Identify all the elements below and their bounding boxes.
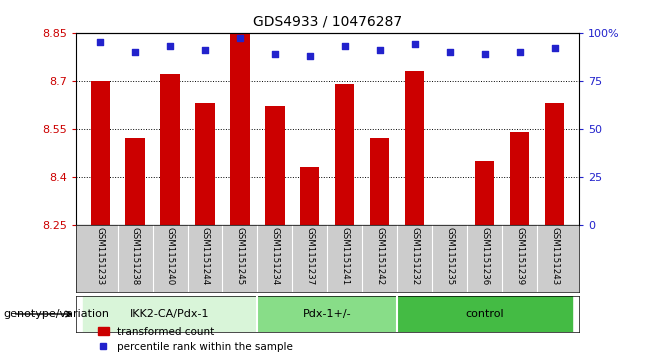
Bar	[230, 33, 249, 225]
Text: GSM1151242: GSM1151242	[375, 227, 384, 285]
Point	[480, 51, 490, 57]
Point	[130, 49, 140, 55]
Point	[340, 43, 350, 49]
Text: GSM1151232: GSM1151232	[410, 227, 419, 285]
Bar	[161, 74, 180, 225]
Bar	[195, 103, 215, 225]
Point	[235, 36, 245, 41]
Bar	[91, 81, 110, 225]
Bar	[83, 296, 257, 332]
Text: GSM1151237: GSM1151237	[305, 227, 315, 285]
Text: Pdx-1+/-: Pdx-1+/-	[303, 309, 351, 319]
Bar	[257, 296, 397, 332]
Bar	[300, 167, 320, 225]
Point	[305, 53, 315, 59]
Text: GSM1151239: GSM1151239	[515, 227, 524, 285]
Legend: transformed count, percentile rank within the sample: transformed count, percentile rank withi…	[94, 322, 297, 356]
Text: IKK2-CA/Pdx-1: IKK2-CA/Pdx-1	[130, 309, 210, 319]
Text: GSM1151235: GSM1151235	[445, 227, 454, 285]
Point	[409, 41, 420, 47]
Text: GSM1151240: GSM1151240	[166, 227, 174, 285]
Bar	[510, 132, 529, 225]
Bar	[126, 139, 145, 225]
Text: GSM1151243: GSM1151243	[550, 227, 559, 285]
Text: control: control	[465, 309, 504, 319]
Point	[549, 45, 560, 51]
Text: GSM1151244: GSM1151244	[201, 227, 209, 285]
Text: GSM1151238: GSM1151238	[130, 227, 139, 285]
Point	[200, 47, 211, 53]
Point	[95, 39, 105, 45]
Point	[444, 49, 455, 55]
Bar	[370, 139, 390, 225]
Text: genotype/variation: genotype/variation	[3, 309, 109, 319]
Point	[270, 51, 280, 57]
Point	[374, 47, 385, 53]
Point	[515, 49, 525, 55]
Title: GDS4933 / 10476287: GDS4933 / 10476287	[253, 15, 402, 29]
Bar	[545, 103, 564, 225]
Text: GSM1151236: GSM1151236	[480, 227, 489, 285]
Bar	[397, 296, 572, 332]
Text: GSM1151234: GSM1151234	[270, 227, 280, 285]
Text: GSM1151233: GSM1151233	[95, 227, 105, 285]
Bar	[405, 71, 424, 225]
Point	[164, 43, 175, 49]
Bar	[265, 106, 284, 225]
Bar	[335, 84, 355, 225]
Text: GSM1151245: GSM1151245	[236, 227, 245, 285]
Text: GSM1151241: GSM1151241	[340, 227, 349, 285]
Bar	[475, 161, 494, 225]
